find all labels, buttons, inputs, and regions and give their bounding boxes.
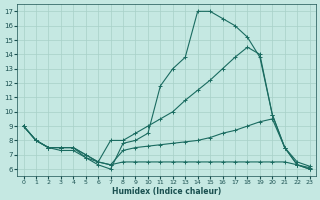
X-axis label: Humidex (Indice chaleur): Humidex (Indice chaleur) — [112, 187, 221, 196]
